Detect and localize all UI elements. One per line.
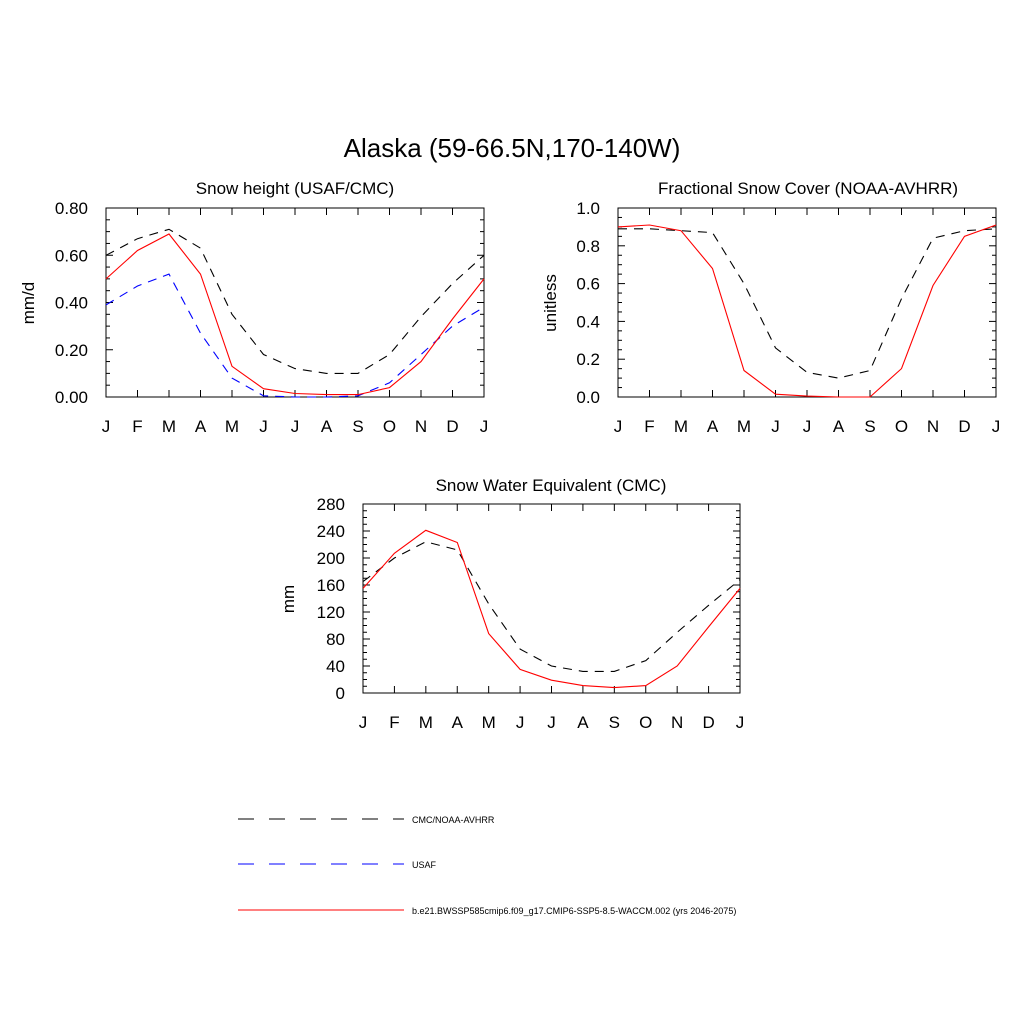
x-tick-label: M (737, 417, 751, 436)
plot-frame (362, 503, 741, 694)
y-tick-label: 80 (326, 630, 345, 649)
x-tick-label: J (259, 417, 268, 436)
x-tick-label: J (614, 417, 623, 436)
x-tick-label: O (639, 713, 652, 732)
x-tick-label: J (547, 713, 556, 732)
x-tick-label: A (321, 417, 333, 436)
x-tick-label: M (482, 713, 496, 732)
x-tick-label: D (958, 417, 970, 436)
legend-label: USAF (412, 860, 437, 870)
x-tick-label: J (803, 417, 812, 436)
y-tick-label: 0.8 (576, 237, 600, 256)
x-tick-label: N (927, 417, 939, 436)
y-tick-label: 0.40 (55, 294, 88, 313)
series-line-0000ff (105, 273, 485, 398)
x-tick-label: N (671, 713, 683, 732)
legend-item-cmc-noaa-avhrr: CMC/NOAA-AVHRR (238, 815, 495, 825)
y-tick-label: 280 (317, 495, 345, 514)
x-tick-label: O (383, 417, 396, 436)
y-tick-label: 0.6 (576, 275, 600, 294)
x-tick-label: O (895, 417, 908, 436)
x-tick-label: F (389, 713, 399, 732)
x-tick-label: J (516, 713, 525, 732)
x-tick-label: F (644, 417, 654, 436)
y-axis-label: mm/d (19, 282, 38, 325)
x-tick-label: J (771, 417, 780, 436)
y-tick-label: 1.0 (576, 199, 600, 218)
x-tick-label: M (162, 417, 176, 436)
y-tick-label: 40 (326, 657, 345, 676)
y-tick-label: 0.2 (576, 350, 600, 369)
plot-area: J F M A M J J A S O N D J0.00.20.40.60.81.0 (576, 199, 1000, 436)
y-tick-label: 0.20 (55, 341, 88, 360)
y-tick-label: 240 (317, 522, 345, 541)
y-tick-label: 120 (317, 603, 345, 622)
x-tick-label: A (195, 417, 207, 436)
x-tick-label: M (419, 713, 433, 732)
y-tick-label: 0.4 (576, 312, 600, 331)
x-tick-label: D (702, 713, 714, 732)
y-tick-label: 200 (317, 549, 345, 568)
legend-item-model: b.e21.BWSSP585cmip6.f09_g17.CMIP6-SSP5-8… (238, 906, 736, 916)
series-line-000000 (618, 228, 997, 379)
series-line-ff0000 (617, 224, 997, 398)
x-tick-label: J (736, 713, 745, 732)
y-axis-label: unitless (541, 274, 560, 332)
legend-label: b.e21.BWSSP585cmip6.f09_g17.CMIP6-SSP5-8… (412, 906, 736, 916)
series-line-000000 (362, 541, 741, 672)
series-line-000000 (105, 228, 485, 374)
x-tick-label: J (359, 713, 368, 732)
y-tick-label: 0.0 (576, 388, 600, 407)
y-tick-label: 0.00 (55, 388, 88, 407)
panel-title: Fractional Snow Cover (NOAA-AVHRR) (658, 179, 958, 198)
x-tick-label: J (102, 417, 111, 436)
legend: CMC/NOAA-AVHRR USAF b.e21.BWSSP585cmip6.… (238, 815, 736, 916)
x-tick-label: J (480, 417, 489, 436)
y-tick-label: 160 (317, 576, 345, 595)
x-tick-label: S (352, 417, 363, 436)
x-tick-label: N (415, 417, 427, 436)
plot-area: J F M A M J J A S O N D J0.000.200.400.600.80 (55, 199, 488, 436)
x-tick-label: A (833, 417, 845, 436)
x-tick-label: J (291, 417, 300, 436)
x-tick-label: A (707, 417, 719, 436)
series-line-ff0000 (362, 529, 741, 689)
figure-title: Alaska (59-66.5N,170-140W) (344, 133, 681, 163)
legend-label: CMC/NOAA-AVHRR (412, 815, 495, 825)
x-tick-label: J (992, 417, 1001, 436)
panel-title: Snow height (USAF/CMC) (196, 179, 394, 198)
x-tick-label: M (225, 417, 239, 436)
y-tick-label: 0 (336, 684, 345, 703)
panel-title: Snow Water Equivalent (CMC) (436, 476, 667, 495)
x-tick-label: S (609, 713, 620, 732)
y-tick-label: 0.60 (55, 246, 88, 265)
legend-item-usaf: USAF (238, 860, 437, 870)
x-tick-label: S (864, 417, 875, 436)
y-tick-label: 0.80 (55, 199, 88, 218)
x-tick-label: A (577, 713, 589, 732)
series-line-ff0000 (105, 233, 485, 396)
panel-fractional-snow-cover: Fractional Snow Cover (NOAA-AVHRR) unitl… (541, 179, 1000, 436)
x-tick-label: F (132, 417, 142, 436)
x-tick-label: M (674, 417, 688, 436)
x-tick-label: D (446, 417, 458, 436)
y-axis-label: mm (279, 585, 298, 613)
x-tick-label: A (452, 713, 464, 732)
